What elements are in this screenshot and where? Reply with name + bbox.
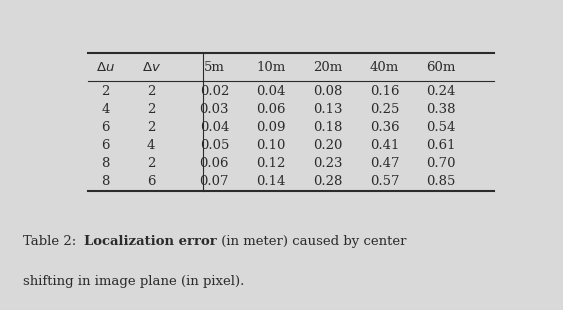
Text: 0.85: 0.85 <box>427 175 456 188</box>
Text: 0.36: 0.36 <box>370 121 399 134</box>
Text: 0.03: 0.03 <box>200 103 229 116</box>
Text: 2: 2 <box>147 157 155 170</box>
Text: 0.13: 0.13 <box>313 103 342 116</box>
Text: 4: 4 <box>101 103 109 116</box>
Text: 0.16: 0.16 <box>370 85 399 98</box>
Text: 6: 6 <box>101 121 110 134</box>
Text: 8: 8 <box>101 175 109 188</box>
Text: 0.09: 0.09 <box>256 121 286 134</box>
Text: 0.28: 0.28 <box>313 175 342 188</box>
Text: 0.61: 0.61 <box>427 139 456 152</box>
Text: 6: 6 <box>147 175 155 188</box>
Text: 0.20: 0.20 <box>313 139 342 152</box>
Text: 0.06: 0.06 <box>200 157 229 170</box>
Text: shifting in image plane (in pixel).: shifting in image plane (in pixel). <box>23 275 244 288</box>
Text: 0.04: 0.04 <box>200 121 229 134</box>
Text: 0.18: 0.18 <box>313 121 342 134</box>
Text: (in meter) caused by center: (in meter) caused by center <box>217 235 406 248</box>
Text: 2: 2 <box>147 103 155 116</box>
Text: 0.07: 0.07 <box>200 175 229 188</box>
Text: 2: 2 <box>147 85 155 98</box>
Text: $\Delta v$: $\Delta v$ <box>141 60 160 73</box>
Text: 40m: 40m <box>370 60 399 73</box>
Text: 4: 4 <box>147 139 155 152</box>
Text: 0.57: 0.57 <box>370 175 399 188</box>
Text: Table 2:: Table 2: <box>23 235 84 248</box>
Text: 0.47: 0.47 <box>370 157 399 170</box>
Text: 0.10: 0.10 <box>256 139 286 152</box>
Text: 0.23: 0.23 <box>313 157 342 170</box>
Text: 2: 2 <box>101 85 109 98</box>
Text: 0.06: 0.06 <box>256 103 286 116</box>
Text: 6: 6 <box>101 139 110 152</box>
Text: 10m: 10m <box>257 60 285 73</box>
Text: 0.04: 0.04 <box>256 85 286 98</box>
Text: 0.05: 0.05 <box>200 139 229 152</box>
Text: Localization error: Localization error <box>84 235 217 248</box>
Text: 0.25: 0.25 <box>370 103 399 116</box>
Text: 0.08: 0.08 <box>313 85 342 98</box>
Text: 0.70: 0.70 <box>427 157 456 170</box>
Text: 60m: 60m <box>427 60 456 73</box>
Text: 8: 8 <box>101 157 109 170</box>
Text: 0.41: 0.41 <box>370 139 399 152</box>
Text: $\Delta u$: $\Delta u$ <box>96 60 115 73</box>
Text: 0.38: 0.38 <box>427 103 456 116</box>
Text: 0.54: 0.54 <box>427 121 456 134</box>
Text: 5m: 5m <box>204 60 225 73</box>
Text: 2: 2 <box>147 121 155 134</box>
Text: 0.02: 0.02 <box>200 85 229 98</box>
Text: 0.12: 0.12 <box>256 157 286 170</box>
Text: 0.14: 0.14 <box>256 175 286 188</box>
Text: 0.24: 0.24 <box>427 85 456 98</box>
Text: 20m: 20m <box>313 60 342 73</box>
